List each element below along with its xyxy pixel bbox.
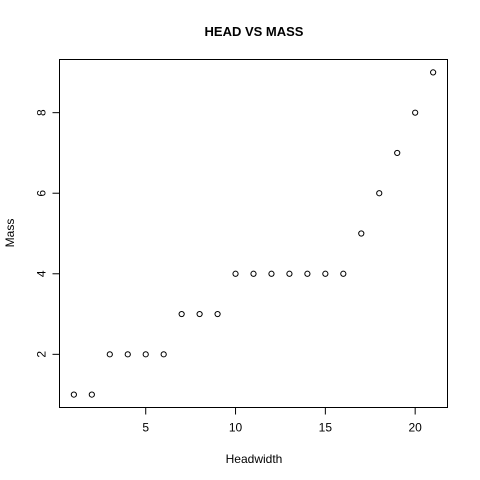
x-tick-label: 5	[142, 421, 149, 435]
data-point	[70, 391, 77, 398]
data-point	[160, 351, 167, 358]
y-tick-label: 2	[35, 351, 49, 358]
data-point	[214, 310, 221, 318]
y-axis-label: Mass	[3, 219, 17, 248]
x-tick-label: 15	[319, 421, 333, 435]
data-point	[340, 270, 347, 277]
data-point	[304, 270, 311, 277]
x-tick-label: 10	[229, 421, 243, 435]
data-point	[232, 270, 239, 277]
data-point	[106, 351, 113, 358]
data-point	[142, 351, 149, 358]
data-point	[196, 310, 203, 318]
plot-area-border	[59, 59, 448, 408]
data-point	[88, 391, 95, 398]
data-point	[178, 310, 185, 318]
data-point	[412, 109, 419, 116]
x-tick-label: 20	[408, 421, 422, 435]
data-point	[322, 270, 329, 277]
x-axis: 5 10 15 20	[142, 407, 422, 435]
data-point	[286, 270, 293, 277]
data-point	[250, 270, 257, 277]
data-point	[376, 190, 383, 197]
x-axis-label: Headwidth	[226, 452, 283, 466]
y-tick-label: 4	[35, 270, 49, 277]
data-point	[394, 149, 401, 157]
data-point	[124, 351, 131, 358]
data-point	[358, 230, 365, 237]
y-tick-label: 6	[35, 190, 49, 197]
data-point	[268, 270, 275, 277]
y-axis: 2 4 6 8	[35, 109, 60, 358]
data-point	[430, 69, 437, 76]
chart-title: HEAD VS MASS	[205, 24, 304, 39]
y-tick-label: 8	[35, 109, 49, 116]
data-points	[70, 69, 437, 398]
